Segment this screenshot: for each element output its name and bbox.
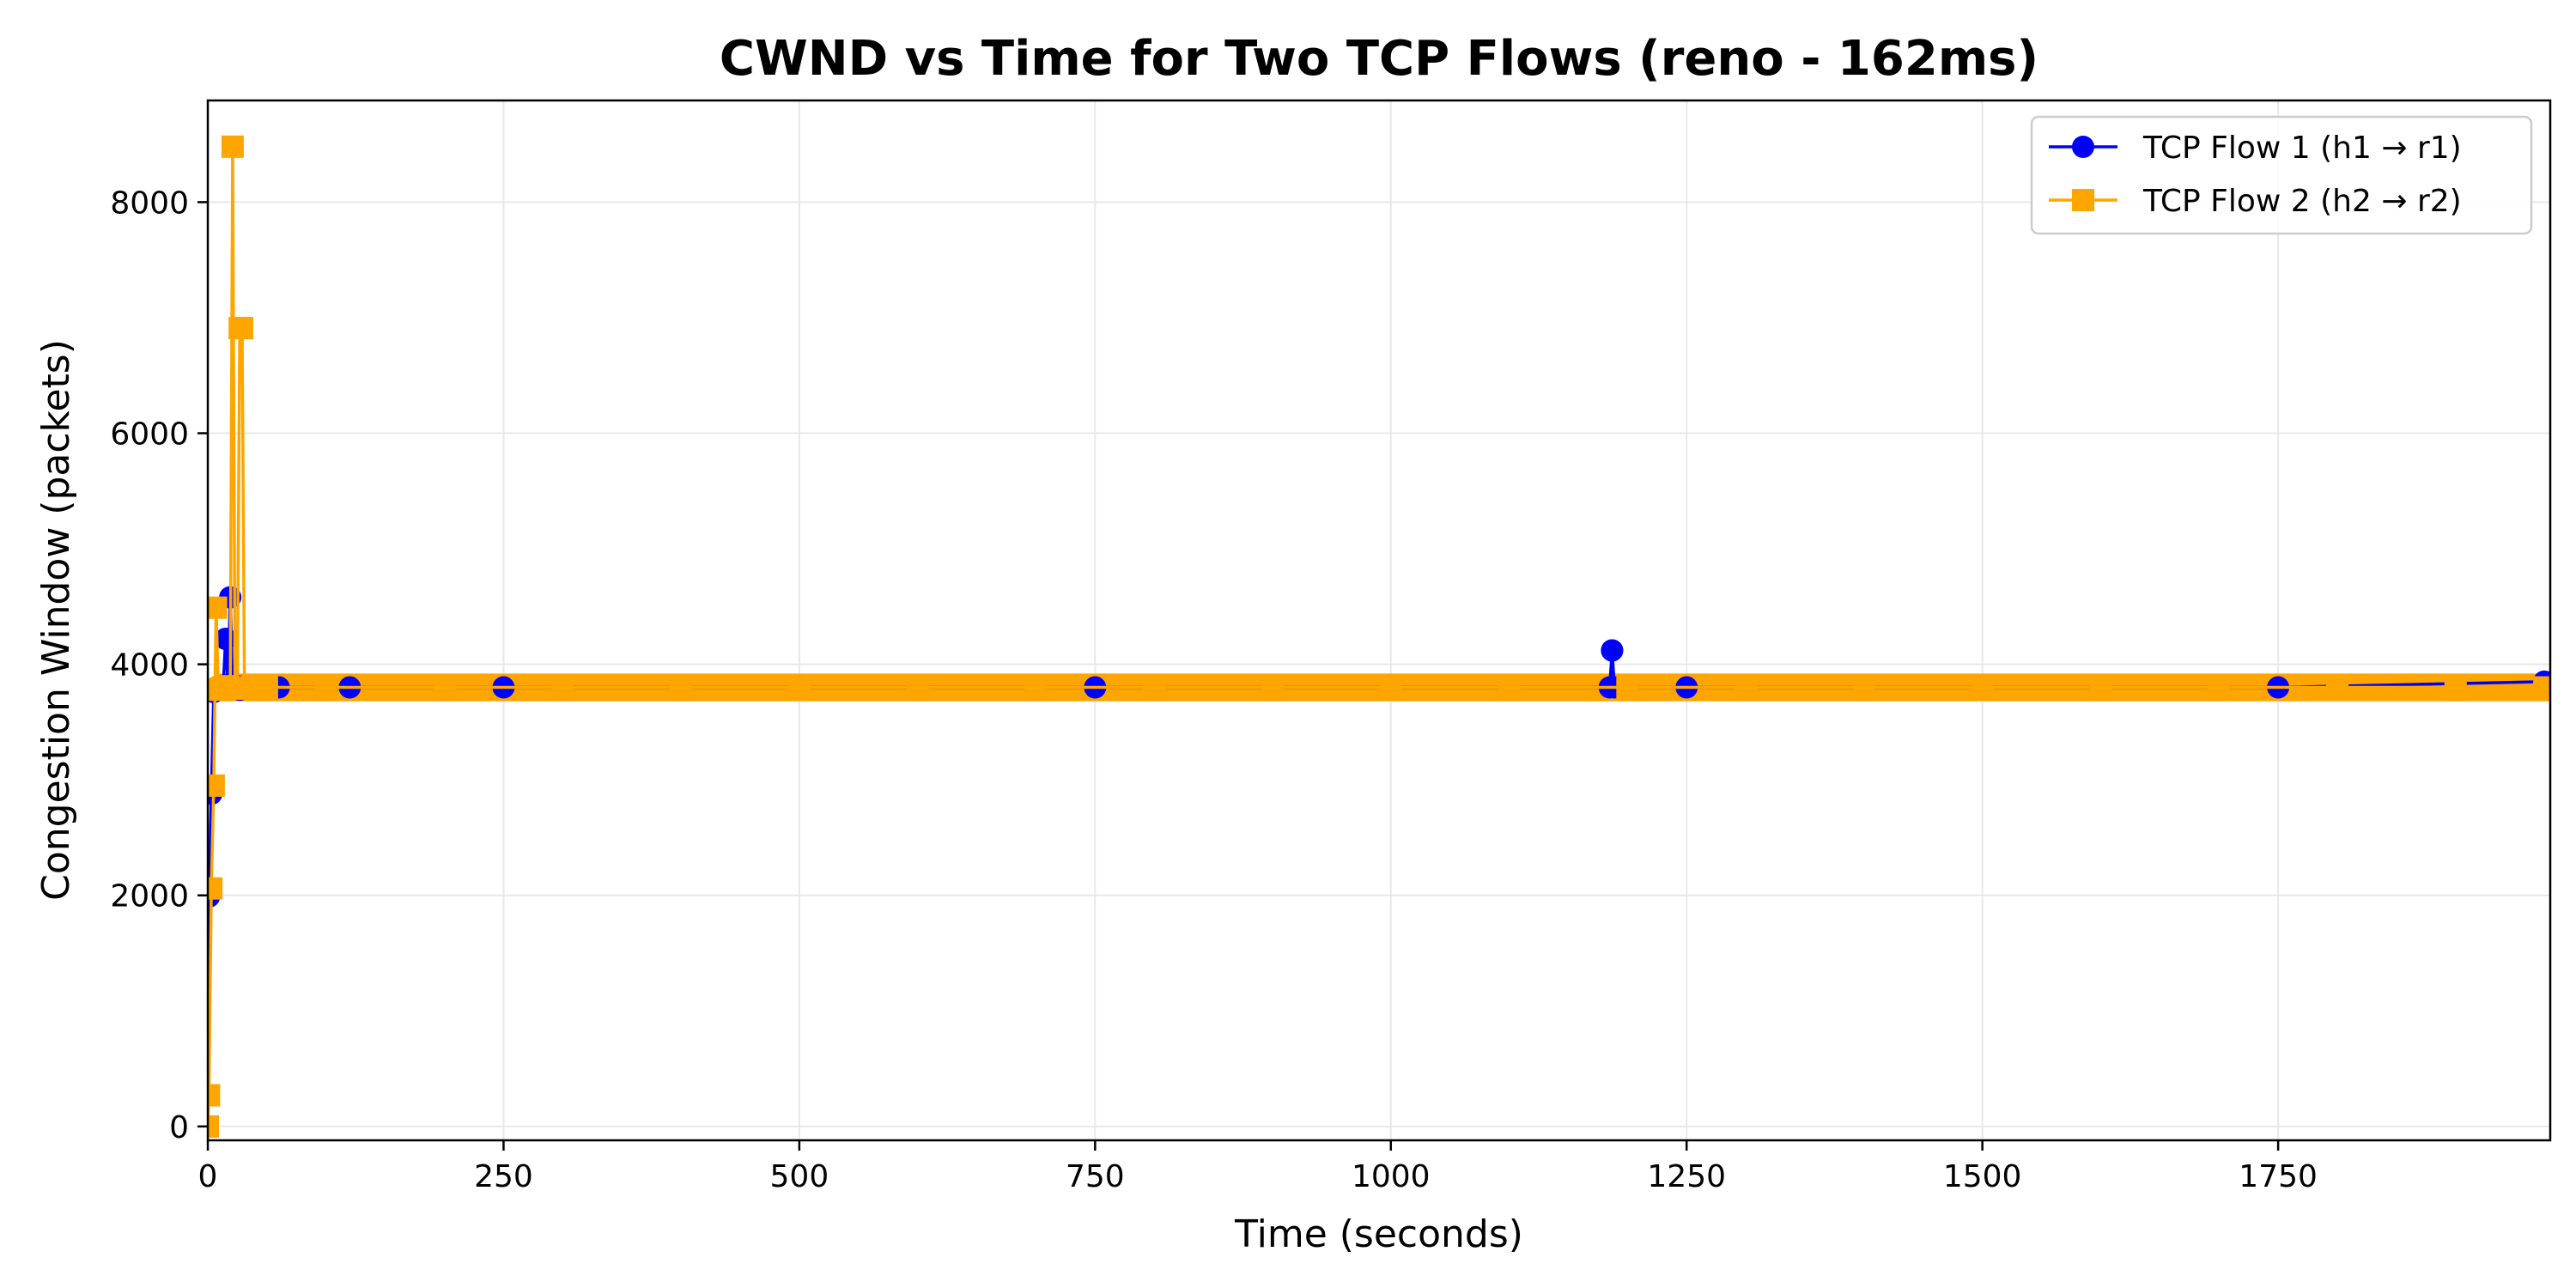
x-tick-label: 500 [770, 1159, 829, 1194]
data-point [1143, 676, 1166, 699]
legend: TCP Flow 1 (h1 → r1) TCP Flow 2 (h2 → r2) [2030, 115, 2533, 235]
data-point [2326, 676, 2348, 699]
x-tick-label: 250 [474, 1159, 533, 1194]
chart-title: CWND vs Time for Two TCP Flows (reno - 1… [720, 31, 2038, 87]
data-point [1498, 676, 1521, 699]
x-tick-label: 1500 [1943, 1159, 2022, 1194]
data-point [433, 676, 456, 699]
grid [207, 100, 2550, 1140]
axis-ticks: 0 250 500 750 1000 1250 1500 1750 0 2000 4000 6000 8… [110, 185, 2318, 1194]
x-tick-label: 0 [198, 1159, 218, 1194]
flow1-spike-point [1601, 639, 1624, 662]
data-point [314, 676, 337, 699]
data-point [670, 676, 693, 699]
data-point [2208, 676, 2231, 699]
x-tick-label: 1250 [1647, 1159, 1726, 1194]
data-point [208, 774, 225, 797]
plot-frame [206, 99, 2552, 1142]
data-point [208, 596, 228, 619]
y-tick-label: 4000 [110, 648, 189, 683]
data-point [551, 676, 574, 699]
x-tick-label: 1750 [2239, 1159, 2318, 1194]
y-tick-label: 2000 [110, 879, 189, 914]
legend-label: TCP Flow 1 (h1 → r1) [2142, 131, 2462, 166]
data-point [208, 1115, 219, 1138]
x-tick-label: 750 [1066, 1159, 1125, 1194]
data-point [1616, 676, 1639, 699]
data-point [1735, 676, 1758, 699]
legend-label: TCP Flow 2 (h2 → r2) [2142, 184, 2462, 219]
legend-marker [2072, 136, 2094, 158]
data-point [1971, 676, 1994, 699]
data-point [787, 676, 811, 699]
data-point [2089, 676, 2112, 699]
data-point [1852, 676, 1875, 699]
data-point [1024, 676, 1048, 699]
legend-marker [2072, 189, 2094, 211]
data-point [2444, 676, 2467, 699]
data-point [1379, 676, 1402, 699]
y-tick-label: 8000 [110, 185, 189, 221]
series-layer [208, 135, 2550, 1138]
data-point [255, 676, 278, 699]
legend-box [2030, 115, 2533, 235]
data-point [1261, 676, 1284, 699]
data-point [208, 1084, 221, 1107]
data-point [906, 676, 929, 699]
x-axis-label: Time (seconds) [1234, 1212, 1523, 1256]
x-tick-label: 1000 [1352, 1159, 1431, 1194]
data-point [221, 135, 244, 158]
y-tick-label: 0 [169, 1110, 189, 1145]
data-point [230, 317, 253, 340]
y-tick-label: 6000 [110, 417, 189, 453]
series-2 [208, 135, 2550, 1138]
data-point [2533, 676, 2550, 699]
data-point [208, 877, 223, 900]
y-axis-label: Congestion Window (packets) [34, 339, 78, 901]
